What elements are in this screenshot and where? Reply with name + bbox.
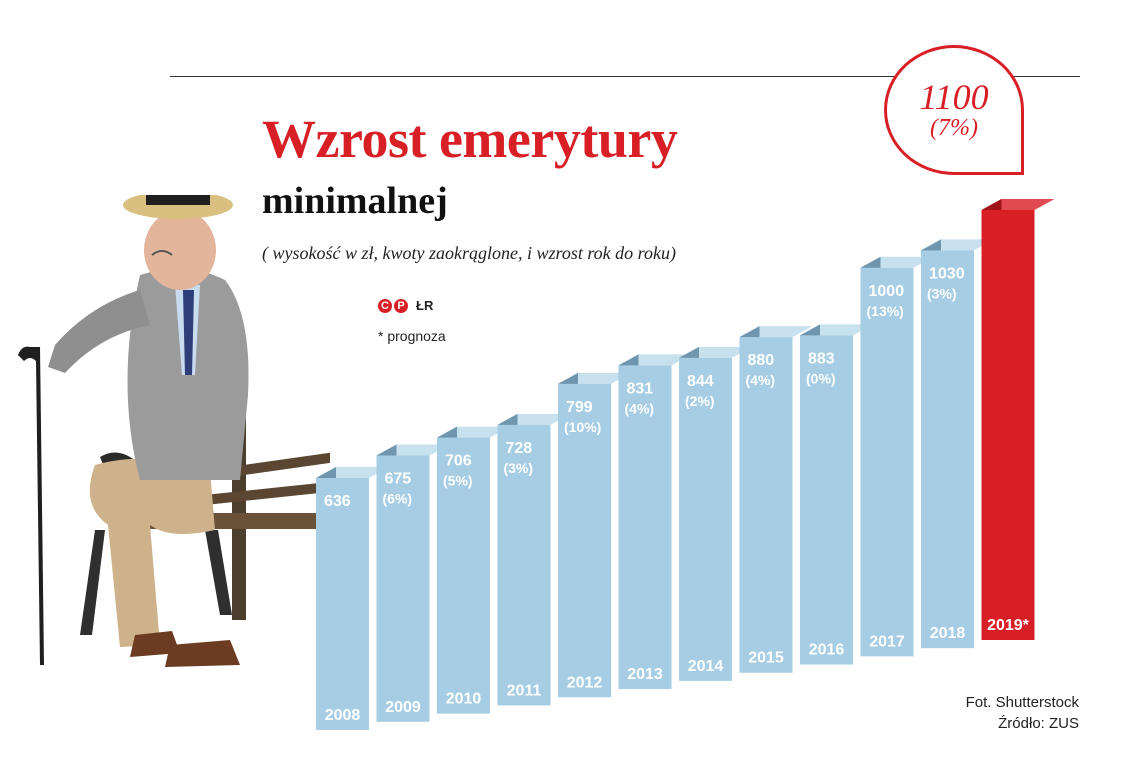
change-label: (10%)	[564, 419, 601, 435]
x-tick-label: 2016	[809, 642, 845, 659]
x-tick-label: 2015	[748, 650, 784, 667]
bar-layer: 2008 636 2009 675 (6%) 2010 706 (5%) 2011 728 (3%)…	[316, 199, 1055, 730]
bar	[316, 478, 369, 730]
x-tick-label: 2014	[688, 658, 724, 675]
highlight-value: 1100	[919, 76, 989, 117]
bar	[376, 455, 430, 722]
data-label: 675	[385, 470, 412, 487]
data-label: 844	[687, 373, 714, 390]
elderly-man-on-bench-illustration	[18, 195, 330, 667]
x-tick-label: 2019*	[987, 617, 1030, 634]
bar	[437, 437, 490, 714]
data-label: 831	[627, 380, 654, 397]
x-tick-label: 2012	[567, 674, 603, 691]
change-label: (3%)	[504, 460, 534, 476]
bar	[558, 383, 611, 698]
change-label: (4%)	[746, 372, 776, 388]
top-rule	[170, 76, 1080, 77]
forecast-note: * prognoza	[378, 328, 446, 344]
data-label: 880	[748, 352, 775, 369]
data-label: 799	[566, 399, 593, 416]
x-tick-label: 2017	[869, 633, 905, 650]
cp-logo-letter-c: C	[378, 298, 392, 313]
x-tick-label: 2009	[385, 699, 421, 716]
bar	[921, 250, 974, 649]
change-label: (6%)	[383, 490, 413, 506]
source-credit: Źródło: ZUS	[998, 715, 1079, 732]
change-label: (3%)	[927, 285, 957, 301]
data-label: 636	[324, 493, 351, 510]
photo-credit: Fot. Shutterstock	[965, 694, 1079, 711]
change-label: (13%)	[867, 303, 904, 319]
data-label: 706	[445, 453, 472, 470]
bar	[679, 357, 732, 681]
data-label: 1030	[929, 265, 965, 282]
chart-subtitle: minimalnej	[262, 180, 448, 222]
cp-logo-icon: C P	[378, 298, 408, 313]
footer: Fot. Shutterstock Źródło: ZUS	[966, 692, 1079, 734]
x-tick-label: 2010	[446, 691, 482, 708]
cp-logo-letter-p: P	[394, 298, 408, 313]
bar	[497, 424, 551, 706]
bar	[739, 337, 793, 673]
forecast-highlight-badge: 1100 (7%)	[884, 45, 1024, 175]
x-tick-label: 2013	[627, 666, 663, 683]
highlight-change: (7%)	[930, 114, 978, 141]
chart-title: Wzrost emerytury	[262, 109, 678, 169]
author-credit: C P ŁR	[378, 298, 433, 313]
data-label: 1000	[869, 283, 905, 300]
change-label: (4%)	[625, 400, 655, 416]
data-label: 883	[808, 350, 835, 367]
change-label: (2%)	[685, 393, 715, 409]
author-initials: ŁR	[416, 298, 434, 313]
data-label: 728	[506, 440, 533, 457]
bar	[981, 210, 1035, 640]
bar	[860, 267, 914, 657]
x-tick-label: 2011	[507, 682, 542, 699]
bar	[618, 365, 672, 690]
bar	[800, 335, 853, 665]
x-tick-label: 2018	[930, 625, 966, 642]
change-label: (0%)	[806, 370, 836, 386]
x-tick-label: 2008	[325, 707, 361, 724]
chart-note: ( wysokość w zł, kwoty zaokrąglone, i wz…	[262, 243, 676, 263]
change-label: (5%)	[443, 473, 473, 489]
